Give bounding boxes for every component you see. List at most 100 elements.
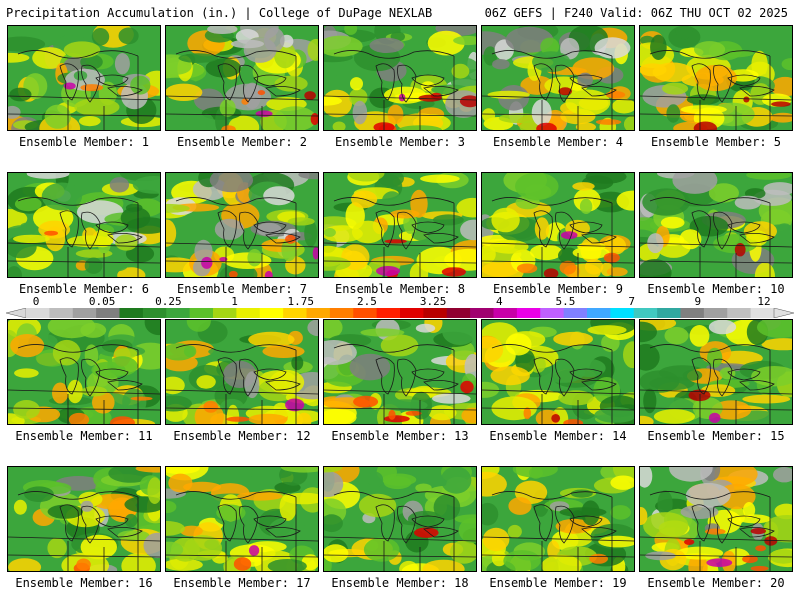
precip-field [8,173,160,277]
colorbar-tick-label: 5.5 [555,295,576,308]
ensemble-map-8 [323,172,477,278]
colorbar-swatch [516,308,541,318]
ensemble-member-label: Ensemble Member: 5 [650,135,782,149]
colorbar-swatch [400,308,424,318]
ensemble-map-1 [7,25,161,131]
precip-field [324,173,476,277]
colorbar-tick-label: 1.75 [287,295,314,308]
colorbar-swatch [189,308,214,318]
precip-field [166,320,318,424]
ensemble-map-9 [481,172,635,278]
colorbar-swatch [96,308,121,318]
colorbar-tick-label: 1 [231,295,238,308]
precip-field [482,173,634,277]
ensemble-map-15 [639,319,793,425]
colorbar-swatch [703,308,728,318]
precip-field [640,26,792,130]
ensemble-member-label: Ensemble Member: 12 [173,429,311,443]
precip-field [482,467,634,571]
precip-field [482,320,634,424]
colorbar-high-arrow [773,308,794,318]
colorbar-swatch [446,308,471,318]
colorbar-tick-label: 0.05 [88,295,116,308]
colorbar-swatch [633,308,658,318]
ensemble-map-16 [7,466,161,572]
colorbar-swatch [26,308,50,318]
ensemble-member-label: Ensemble Member: 10 [647,282,785,296]
colorbar-swatch [306,308,331,318]
ensemble-member-label: Ensemble Member: 13 [331,429,469,443]
ensemble-map-19 [481,466,635,572]
model-run-info: 06Z GEFS | F240 Valid: 06Z THU OCT 02 20… [484,6,788,20]
ensemble-member-label: Ensemble Member: 15 [647,429,785,443]
precip-field [166,173,318,277]
colorbar-swatch [563,308,588,318]
ensemble-member-label: Ensemble Member: 18 [331,576,469,590]
ensemble-map-14 [481,319,635,425]
precip-field [640,320,792,424]
ensemble-map-12 [165,319,319,425]
colorbar-strip [6,308,794,318]
colorbar-swatch [680,308,705,318]
ensemble-map-6 [7,172,161,278]
ensemble-map-3 [323,25,477,131]
ensemble-map-5 [639,25,793,131]
precip-field [482,26,634,130]
precip-field [8,467,160,571]
colorbar-tick-label: 2.5 [356,295,377,308]
precip-field [640,173,792,277]
colorbar-swatch [72,308,97,318]
ensemble-member-label: Ensemble Member: 9 [492,282,624,296]
colorbar: 0 0.05 0.25 1 1.75 2.5 3.25 4 5.5 7 9 12 [6,295,794,318]
precip-field [166,467,318,571]
colorbar-swatch [49,308,74,318]
precip-field [8,320,160,424]
ensemble-member-label: Ensemble Member: 2 [176,135,308,149]
colorbar-swatch [376,308,401,318]
precip-field [640,467,792,571]
ensemble-member-label: Ensemble Member: 19 [489,576,627,590]
colorbar-tick-label: 0 [32,295,40,308]
colorbar-swatch [283,308,308,318]
ensemble-member-label: Ensemble Member: 1 [18,135,150,149]
precip-field [324,26,476,130]
colorbar-tick-label: 4 [495,295,503,308]
ensemble-map-18 [323,466,477,572]
ensemble-member-label: Ensemble Member: 17 [173,576,311,590]
colorbar-swatch [750,308,775,318]
colorbar-swatch [540,308,565,318]
ensemble-member-label: Ensemble Member: 20 [647,576,785,590]
precip-field [166,26,318,130]
ensemble-map-17 [165,466,319,572]
colorbar-swatch [727,308,752,318]
ensemble-member-label: Ensemble Member: 6 [18,282,150,296]
ensemble-member-label: Ensemble Member: 14 [489,429,627,443]
ensemble-map-20 [639,466,793,572]
colorbar-tick-label: 3.25 [419,295,447,308]
colorbar-low-arrow [6,308,27,318]
ensemble-member-label: Ensemble Member: 7 [176,282,308,296]
ensemble-map-7 [165,172,319,278]
colorbar-swatch [259,308,284,318]
ensemble-map-11 [7,319,161,425]
colorbar-tick-label: 9 [694,295,702,308]
ensemble-map-2 [165,25,319,131]
ensemble-map-4 [481,25,635,131]
colorbar-swatch [142,308,167,318]
colorbar-swatch [470,308,495,318]
precip-field [324,467,476,571]
ensemble-member-label: Ensemble Member: 16 [15,576,153,590]
ensemble-map-10 [639,172,793,278]
colorbar-swatch [657,308,682,318]
colorbar-tick-label: 7 [628,295,635,308]
colorbar-swatch [610,308,635,318]
colorbar-swatch [119,308,144,318]
colorbar-tick-label: 0.25 [155,295,182,308]
colorbar-swatch [329,308,354,318]
colorbar-swatch [493,308,518,318]
ensemble-member-label: Ensemble Member: 3 [334,135,466,149]
precip-field [324,320,476,424]
colorbar-tick-label: 12 [757,295,771,308]
ensemble-member-label: Ensemble Member: 8 [334,282,466,296]
precip-field [8,26,160,130]
